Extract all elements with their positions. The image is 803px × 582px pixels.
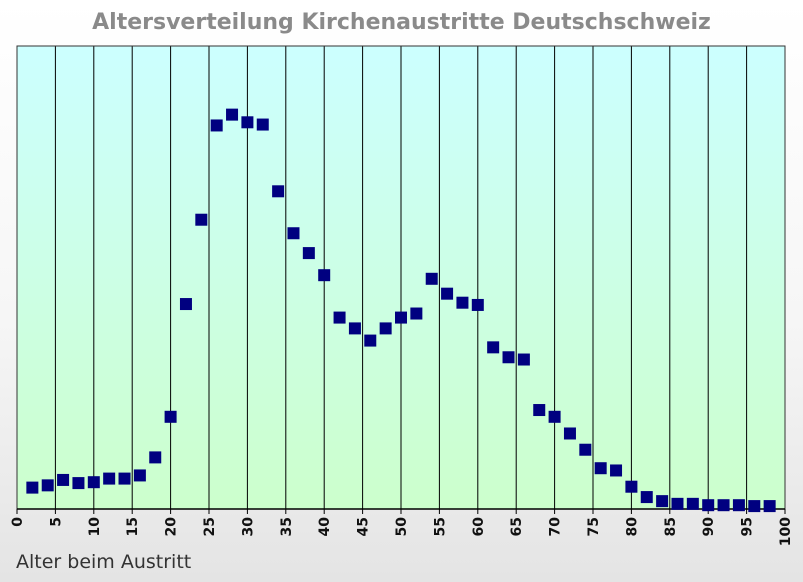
- data-point-88: [686, 497, 699, 510]
- data-point-42: [333, 311, 346, 324]
- x-axis-ticks: 0 5 10 15 20 25 30 35 40 45 50 55 60 65 70 75 80 85 90 95 10…: [10, 509, 794, 546]
- data-point-76: [594, 462, 607, 475]
- data-point-14: [118, 472, 131, 485]
- x-tick-label-75: 75: [586, 517, 602, 536]
- x-tick-label-65: 65: [509, 517, 525, 536]
- x-tick-label-10: 10: [87, 517, 103, 537]
- x-tick-label-25: 25: [202, 517, 218, 536]
- data-point-6: [57, 473, 70, 486]
- data-point-54: [425, 272, 438, 285]
- data-point-92: [717, 499, 730, 512]
- data-point-82: [640, 491, 653, 504]
- data-point-94: [732, 499, 745, 512]
- x-tick-label-90: 90: [701, 517, 717, 537]
- data-point-52: [410, 307, 423, 320]
- x-tick-label-55: 55: [432, 517, 448, 536]
- data-point-68: [533, 404, 546, 417]
- data-point-22: [179, 298, 192, 311]
- x-tick-label-85: 85: [663, 517, 679, 536]
- data-point-4: [41, 479, 54, 492]
- data-point-38: [302, 247, 315, 260]
- x-tick-label-100: 100: [778, 517, 794, 546]
- data-point-90: [702, 499, 715, 512]
- data-point-30: [241, 116, 254, 129]
- data-point-96: [748, 500, 761, 513]
- data-point-98: [763, 500, 776, 513]
- data-point-8: [72, 477, 85, 490]
- x-tick-label-30: 30: [240, 517, 256, 537]
- data-point-20: [164, 410, 177, 423]
- x-tick-label-70: 70: [548, 517, 564, 537]
- data-point-34: [272, 185, 285, 198]
- x-tick-label-50: 50: [394, 517, 410, 537]
- x-tick-label-95: 95: [740, 517, 756, 536]
- chart-title: Altersverteilung Kirchenaustritte Deutsc…: [92, 10, 711, 35]
- x-tick-label-15: 15: [125, 517, 141, 536]
- x-tick-label-5: 5: [48, 517, 64, 527]
- data-point-80: [625, 480, 638, 493]
- data-point-16: [133, 469, 146, 482]
- data-point-66: [517, 353, 530, 366]
- x-tick-label-80: 80: [624, 517, 640, 537]
- data-point-56: [441, 287, 454, 300]
- x-tick-label-20: 20: [164, 517, 180, 537]
- x-tick-label-35: 35: [279, 517, 295, 536]
- data-point-74: [579, 443, 592, 456]
- data-point-32: [256, 118, 269, 131]
- data-point-64: [502, 351, 515, 364]
- data-point-86: [671, 497, 684, 510]
- data-point-46: [364, 334, 377, 347]
- data-point-26: [210, 119, 223, 132]
- data-point-60: [471, 298, 484, 311]
- data-point-12: [103, 472, 116, 485]
- data-point-44: [348, 322, 361, 335]
- data-point-10: [87, 476, 100, 489]
- data-point-24: [195, 213, 208, 226]
- data-point-2: [26, 481, 39, 494]
- data-markers: [26, 108, 776, 513]
- data-point-62: [487, 341, 500, 354]
- x-axis-label: Alter beim Austritt: [16, 551, 192, 573]
- data-point-70: [548, 410, 561, 423]
- data-point-84: [656, 495, 669, 508]
- data-point-40: [318, 269, 331, 282]
- x-tick-label-60: 60: [471, 517, 487, 537]
- data-point-28: [226, 108, 239, 121]
- data-point-58: [456, 296, 469, 309]
- data-point-18: [149, 451, 162, 464]
- data-point-72: [563, 427, 576, 440]
- data-point-78: [610, 464, 623, 477]
- data-point-50: [395, 311, 407, 324]
- x-tick-label-45: 45: [356, 517, 372, 536]
- x-tick-label-0: 0: [10, 517, 26, 527]
- data-point-36: [287, 227, 300, 240]
- x-tick-label-40: 40: [317, 517, 333, 537]
- data-point-48: [379, 322, 392, 335]
